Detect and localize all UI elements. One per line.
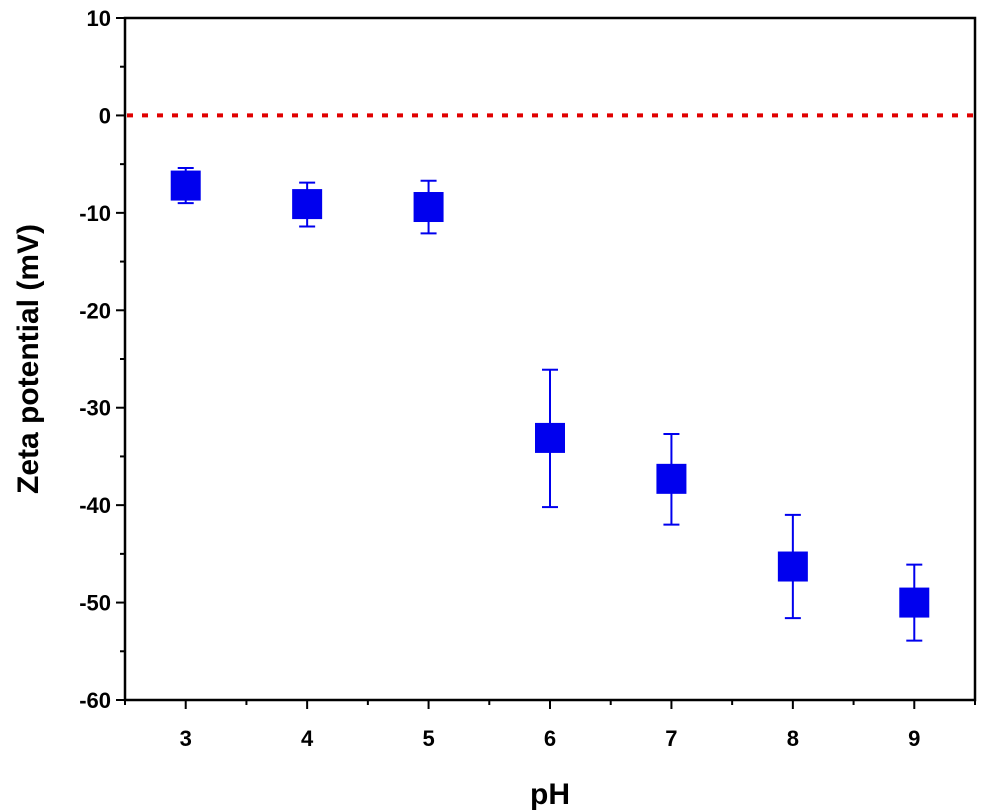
x-tick-label: 3: [180, 726, 192, 751]
y-tick-label: -60: [79, 688, 111, 713]
x-tick-label: 6: [544, 726, 556, 751]
data-point: [292, 189, 323, 220]
y-tick-label: -20: [79, 298, 111, 323]
axis-ticks: 10 0 -10 -20 -30 -40 -50 -60 3 4 5 6 7 8 9: [79, 6, 976, 751]
data-point: [656, 463, 687, 494]
x-tick-label: 5: [422, 726, 434, 751]
data-point: [170, 170, 201, 201]
x-tick-label: 7: [665, 726, 677, 751]
x-axis-title: pH: [530, 778, 570, 811]
y-tick-label: 10: [87, 6, 111, 31]
y-tick-label: -50: [79, 591, 111, 616]
plot-frame: [123, 16, 977, 702]
x-tick-label: 9: [908, 726, 920, 751]
y-axis-title: Zeta potential (mV): [12, 224, 45, 494]
y-tick-label: -40: [79, 493, 111, 518]
data-point: [777, 551, 808, 582]
data-point: [535, 422, 565, 453]
x-tick-label: 4: [301, 726, 314, 751]
data-point: [899, 587, 930, 618]
y-tick-label: 0: [99, 103, 111, 128]
x-tick-label: 8: [787, 726, 799, 751]
data-marks: [170, 167, 930, 642]
y-tick-label: -10: [79, 201, 111, 226]
data-point: [413, 192, 444, 223]
y-tick-label: -30: [79, 396, 111, 421]
